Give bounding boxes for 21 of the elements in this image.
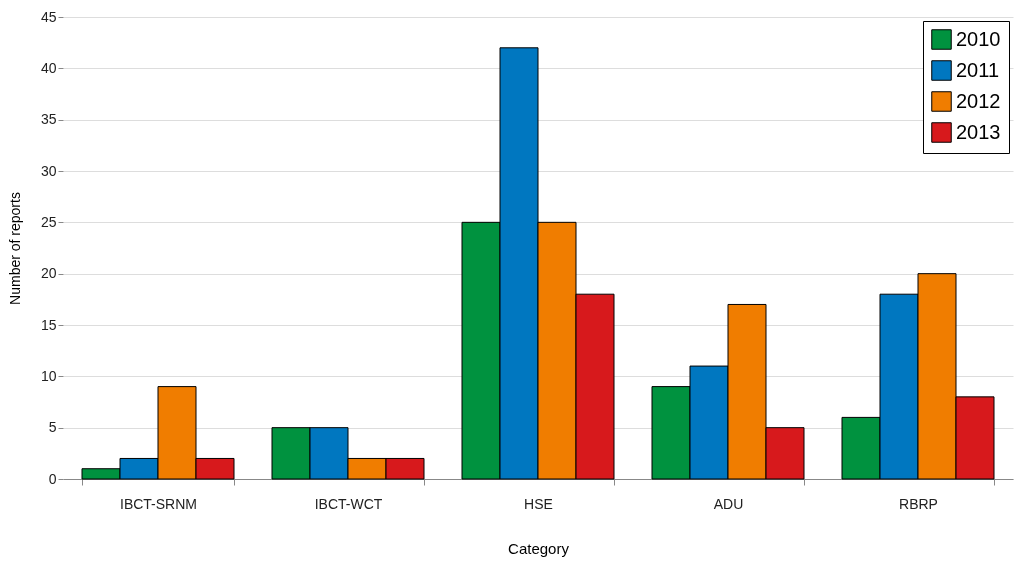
y-tick-label: 10	[40, 367, 57, 384]
x-tick-label: IBCT-SRNM	[120, 495, 197, 512]
y-tick-label: 40	[40, 59, 57, 76]
y-tick-label: 35	[40, 111, 57, 128]
y-tick-label: 20	[40, 265, 57, 282]
x-tick-label: HSE	[524, 495, 553, 512]
y-tick-label: 0	[48, 470, 57, 487]
legend-label: 2013	[956, 120, 1001, 143]
y-axis-title: Number of reports	[6, 192, 23, 305]
x-tick-label: ADU	[713, 495, 744, 512]
y-tick-label: 30	[40, 162, 57, 179]
x-axis-title: Category	[508, 539, 570, 557]
x-tick-label: RBRP	[899, 495, 938, 512]
x-tick-label: IBCT-WCT	[314, 495, 383, 512]
y-tick-label: 25	[40, 213, 57, 230]
y-tick-label: 45	[40, 8, 57, 25]
y-tick-label: 15	[40, 316, 57, 333]
legend-label: 2010	[956, 27, 1001, 50]
legend-label: 2012	[956, 89, 1001, 112]
legend-label: 2011	[956, 58, 1000, 81]
y-tick-label: 5	[48, 419, 57, 436]
